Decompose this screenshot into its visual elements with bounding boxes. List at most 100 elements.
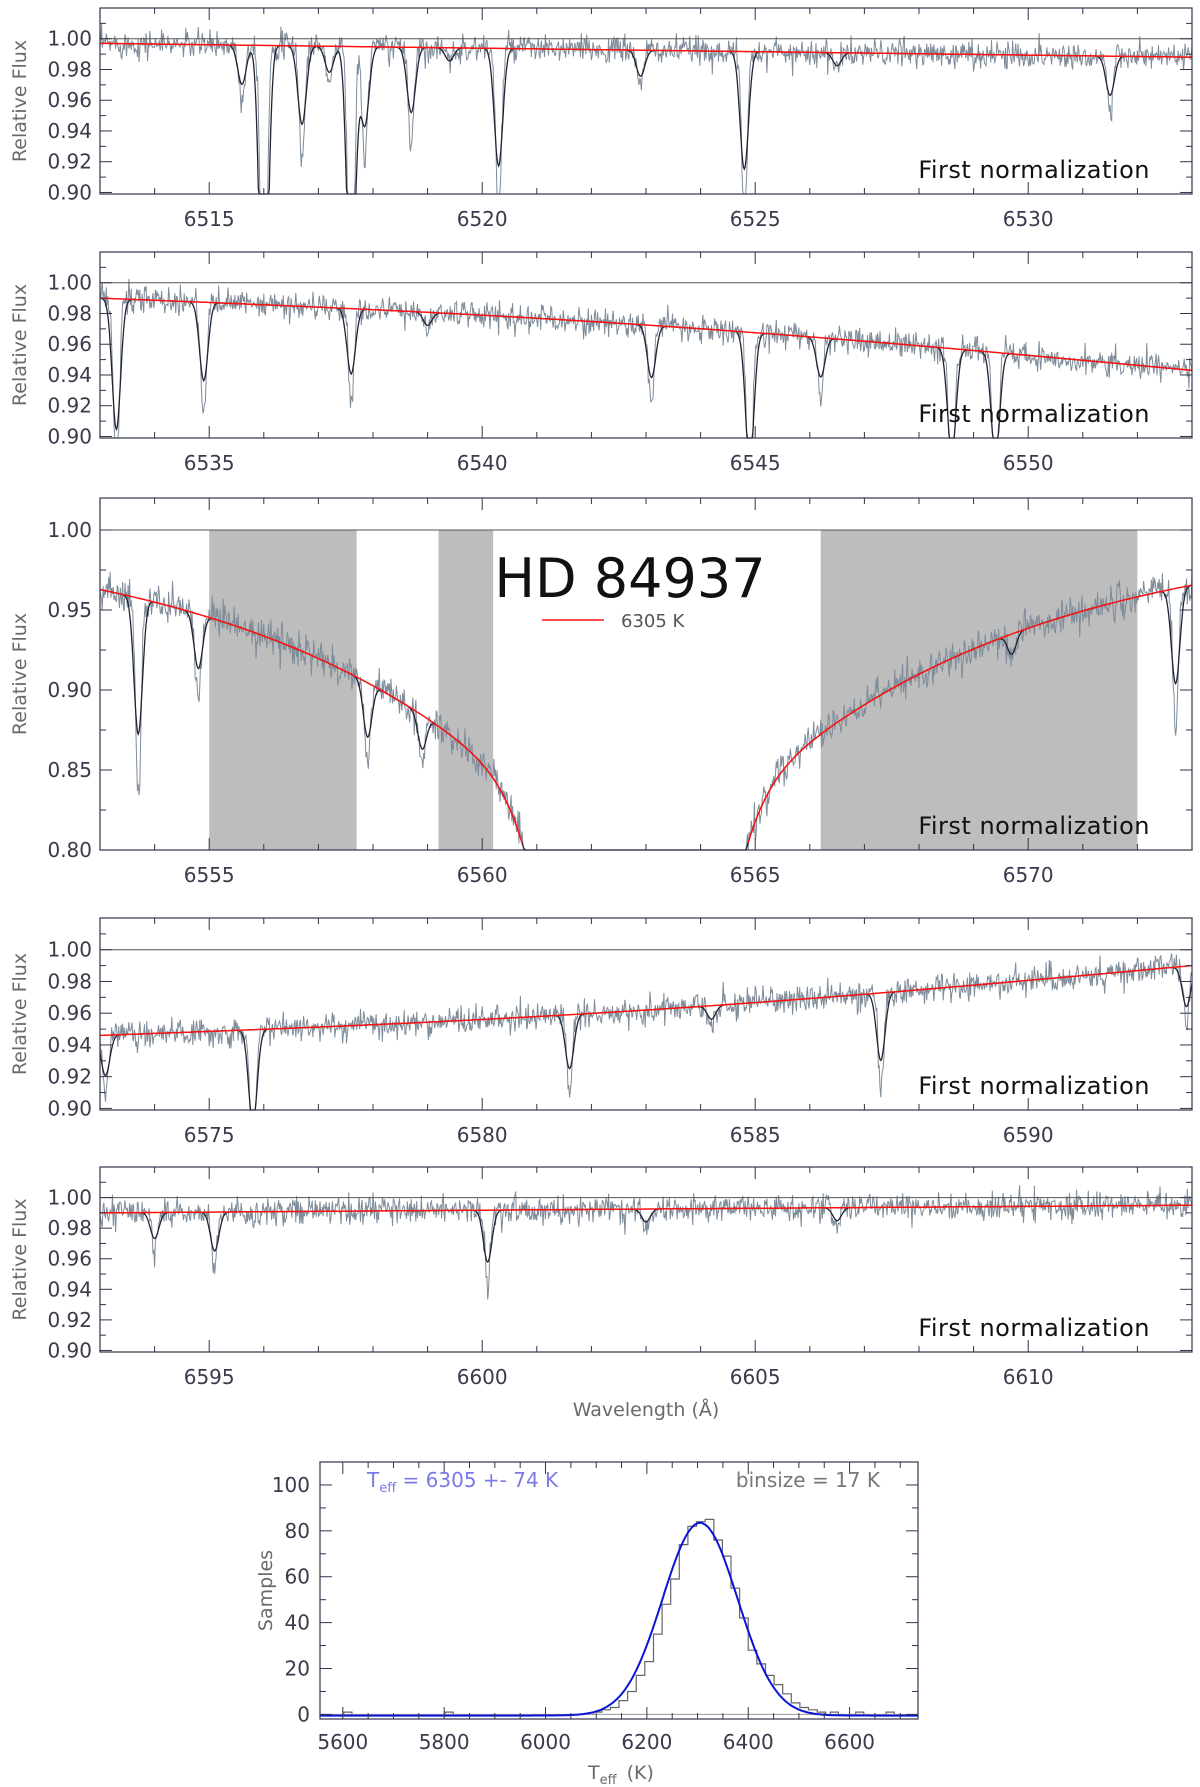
- x-tick-label: 6530: [1003, 207, 1054, 231]
- y-tick-label: 0.90: [47, 1338, 92, 1362]
- histogram-bin: [619, 1701, 628, 1715]
- outlier-bin: [855, 1711, 865, 1715]
- y-tick-label: 0.94: [47, 119, 92, 143]
- y-tick-label: 0.92: [47, 150, 92, 174]
- histogram-bin: [714, 1540, 723, 1714]
- normalization-note: First normalization: [918, 1072, 1150, 1100]
- teff-symbol: T: [366, 1468, 380, 1492]
- fit-region-1: [209, 530, 357, 850]
- gaussian-fit: [320, 1521, 918, 1717]
- observed-spectrum: [99, 953, 1193, 1111]
- y-tick-label: 0.96: [47, 332, 92, 356]
- continuum-fit: [99, 964, 1193, 1037]
- histogram-bin: [610, 1708, 619, 1715]
- y-tick-label: 1.00: [47, 938, 92, 962]
- histogram-bin: [722, 1556, 731, 1714]
- observed-spectrum: [99, 23, 1193, 195]
- continuum-fit: [100, 42, 1193, 58]
- histogram-bin: [662, 1604, 671, 1714]
- y-tick-label: 1.00: [47, 518, 92, 542]
- x-axis-subscript: eff: [600, 1773, 618, 1787]
- y-tick-label: 0.94: [47, 363, 92, 387]
- x-tick-label: 6400: [723, 1730, 774, 1754]
- normalization-note: First normalization: [918, 400, 1150, 428]
- y-tick-label: 0: [297, 1702, 310, 1726]
- outlier-bin: [885, 1711, 895, 1715]
- y-tick-label: 0.90: [47, 678, 92, 702]
- x-tick-label: 6580: [457, 1123, 508, 1147]
- y-axis-label: Relative Flux: [9, 40, 31, 162]
- y-tick-label: 0.98: [47, 301, 92, 325]
- teff-subscript: eff: [379, 1481, 397, 1496]
- histogram-steps: [592, 1518, 827, 1715]
- y-axis-label: Samples: [255, 1550, 277, 1631]
- fit-region-2: [438, 530, 494, 850]
- x-tick-label: 6555: [184, 863, 235, 887]
- x-tick-label: 6525: [730, 207, 781, 231]
- y-tick-label: 0.98: [47, 57, 92, 81]
- binsize-label: binsize = 17 K: [736, 1468, 881, 1492]
- y-tick-label: 0.92: [47, 1065, 92, 1089]
- x-tick-label: 6520: [457, 207, 508, 231]
- y-tick-label: 0.92: [47, 1308, 92, 1332]
- y-tick-label: 0.90: [47, 424, 92, 448]
- x-axis-label: Teff (K): [587, 1762, 654, 1787]
- continuum-fit: [99, 297, 1193, 372]
- teff-histogram: 5600 5800 6000 6200 6400 6600 0 20 40 60 80 100 Tef…: [255, 1461, 919, 1787]
- normalization-note: First normalization: [918, 1314, 1150, 1342]
- histogram-bin: [636, 1675, 645, 1714]
- y-tick-label: 40: [285, 1611, 310, 1635]
- y-tick-label: 0.94: [47, 1033, 92, 1057]
- spectrum-panel-1: 6515 6520 6525 6530 0.90 0.92 0.94 0.96 0.98 1.00…: [9, 7, 1193, 231]
- histogram-bin: [688, 1526, 697, 1714]
- y-tick-label: 0.94: [47, 1277, 92, 1301]
- fit-region-3: [820, 530, 1138, 850]
- spectrum-panel-5: 6595 6600 6605 6610 0.90 0.92 0.94 0.96 0.98 1.00…: [9, 1166, 1193, 1421]
- y-tick-label: 1.00: [47, 271, 92, 295]
- x-tick-label: 6565: [730, 863, 781, 887]
- x-tick-label: 6515: [184, 207, 235, 231]
- y-axis-label: Relative Flux: [9, 953, 31, 1075]
- histogram-bin: [653, 1634, 662, 1714]
- histogram-bin: [740, 1618, 749, 1714]
- x-tick-label: 6560: [457, 863, 508, 887]
- y-tick-label: 60: [285, 1565, 310, 1589]
- y-tick-label: 80: [285, 1519, 310, 1543]
- y-tick-label: 1.00: [47, 27, 92, 51]
- y-tick-label: 0.90: [47, 180, 92, 204]
- x-tick-label: 6535: [184, 451, 235, 475]
- continuum-fit: [99, 1204, 1192, 1214]
- y-tick-label: 20: [285, 1657, 310, 1681]
- x-tick-label: 6550: [1003, 451, 1054, 475]
- x-axis-unit: (K): [627, 1762, 654, 1784]
- x-tick-label: 6570: [1003, 863, 1054, 887]
- teff-value: = 6305 +- 74 K: [396, 1468, 559, 1492]
- y-tick-label: 0.96: [47, 1247, 92, 1271]
- spectrum-panel-4: 6575 6580 6585 6590 0.90 0.92 0.94 0.96 0.98 1.00…: [9, 917, 1193, 1147]
- x-tick-label: 6605: [730, 1365, 781, 1389]
- y-axis-label: Relative Flux: [9, 284, 31, 406]
- x-tick-label: 6200: [621, 1730, 672, 1754]
- histogram-bin: [748, 1650, 757, 1714]
- histogram-bin: [679, 1545, 688, 1715]
- star-name-title: HD 84937: [494, 547, 765, 610]
- normalization-note: First normalization: [918, 812, 1150, 840]
- observed-spectrum: [99, 1185, 1193, 1300]
- y-tick-label: 0.98: [47, 1216, 92, 1240]
- histogram-bin: [731, 1588, 740, 1714]
- x-tick-label: 5600: [317, 1730, 368, 1754]
- y-axis-label: Relative Flux: [9, 613, 31, 735]
- x-tick-label: 6595: [184, 1365, 235, 1389]
- teff-result-label: Teff = 6305 +- 74 K: [366, 1468, 559, 1496]
- plot-frame: [319, 1461, 919, 1720]
- histogram-bin: [645, 1662, 654, 1715]
- x-tick-label: 6000: [520, 1730, 571, 1754]
- outlier-bin: [444, 1711, 454, 1715]
- y-tick-label: 1.00: [47, 1186, 92, 1210]
- y-tick-label: 0.92: [47, 394, 92, 418]
- histogram-bin: [697, 1522, 706, 1715]
- x-tick-label: 6540: [457, 451, 508, 475]
- y-tick-label: 0.85: [47, 758, 92, 782]
- x-tick-label: 6575: [184, 1123, 235, 1147]
